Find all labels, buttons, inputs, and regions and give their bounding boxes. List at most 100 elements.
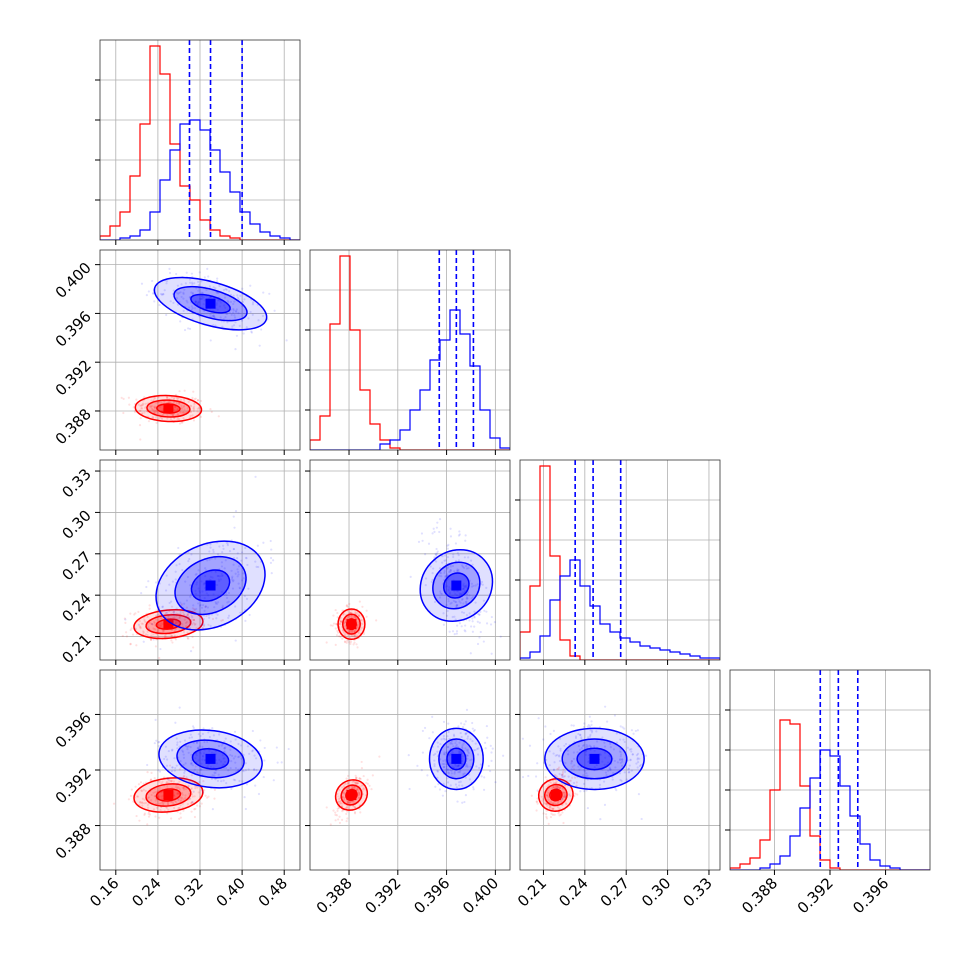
scatter-point [462,588,465,591]
y-tick-label: 0.24 [58,589,94,625]
scatter-point [572,724,575,727]
red-contour [334,779,369,811]
scatter-point [554,785,558,788]
scatter-point [139,627,142,630]
scatter-point [623,740,626,744]
scatter-point [176,413,179,416]
scatter-point [179,816,183,819]
scatter-point [176,747,179,750]
scatter-point [355,776,358,780]
scatter-point [545,809,548,812]
scatter-point [170,800,173,804]
scatter-point [436,741,439,744]
scatter-point [587,760,590,764]
scatter-point [441,561,444,564]
scatter-point [342,784,346,787]
scatter-point [554,754,557,757]
scatter-point [337,818,340,821]
scatter-point [444,575,447,579]
scatter-point [465,597,468,600]
scatter-point [196,399,200,402]
scatter-point [552,785,555,789]
scatter-point [168,583,171,586]
scatter-point [438,788,442,791]
scatter-point [233,730,237,733]
scatter-point [336,611,339,615]
scatter-point [434,785,437,788]
x-tick-label: 0.40 [213,874,249,910]
scatter-point [182,291,185,294]
scatter-point [443,559,446,562]
scatter-point [345,820,348,823]
scatter-point [185,776,188,779]
scatter-point [201,754,204,757]
scatter-point [209,339,212,342]
scatter-point [222,757,225,760]
scatter-point [154,416,158,419]
scatter-point [170,396,174,399]
scatter-point [153,620,156,623]
scatter-point [234,738,237,741]
scatter-point [563,791,567,794]
scatter-point [237,768,240,771]
scatter-point [164,755,167,758]
scatter-point [245,597,249,600]
scatter-point [196,302,199,306]
scatter-point [211,774,214,777]
scatter-point [226,312,229,316]
scatter-point [462,772,465,775]
scatter-point [200,789,203,792]
scatter-point [584,753,588,756]
scatter-point [172,610,176,614]
y-tick-label: 0.21 [58,631,94,667]
scatter-point [180,283,183,286]
scatter-point [476,620,479,623]
scatter-point [356,625,359,629]
scatter-point [469,758,472,762]
y-tick-label: 0.400 [52,259,95,302]
scatter-point [452,733,456,736]
scatter-point [557,785,560,788]
scatter-point [189,595,192,598]
scatter-point [192,621,195,625]
scatter-point [140,404,143,407]
scatter-point [628,771,631,774]
scatter-point [357,796,361,800]
scatter-point [162,802,165,805]
scatter-point [561,797,564,801]
scatter-point [214,750,218,753]
scatter-point [217,578,220,581]
scatter-point [354,612,357,615]
scatter-point [443,570,446,573]
scatter-point [143,812,147,815]
scatter-point [138,800,142,804]
scatter-point [452,745,455,748]
scatter-point [150,793,153,797]
scatter-point [336,807,339,810]
scatter-point [227,614,231,617]
scatter-point [269,561,273,564]
scatter-point [541,799,544,802]
scatter-point [167,615,170,618]
scatter-point [329,823,332,826]
scatter-point [183,739,187,742]
scatter-point [192,407,196,411]
scatter-point [164,611,168,614]
scatter-point [223,760,227,763]
scatter-point [244,807,247,811]
scatter-point [489,744,492,747]
scatter-point [193,808,196,811]
scatter-point [234,572,237,575]
scatter-point [200,802,203,805]
scatter-point [191,801,194,804]
scatter-point [481,583,484,586]
scatter-point [562,775,565,778]
scatter-point [593,766,596,769]
scatter-point [351,786,354,789]
scatter-point [145,585,148,589]
scatter-point [561,772,564,775]
scatter-point [471,727,474,730]
scatter-point [154,718,157,722]
scatter-point [182,763,185,767]
scatter-point [196,746,199,750]
